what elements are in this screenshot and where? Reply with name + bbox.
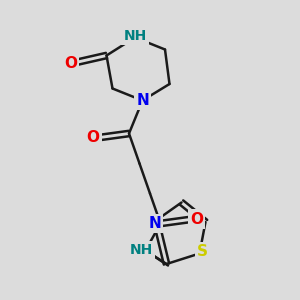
Text: O: O — [190, 212, 203, 226]
Text: NH: NH — [123, 29, 147, 43]
Text: NH: NH — [129, 244, 153, 257]
Text: N: N — [136, 93, 149, 108]
Text: S: S — [197, 244, 208, 260]
Text: N: N — [148, 216, 161, 231]
Text: O: O — [86, 130, 100, 146]
Text: O: O — [64, 56, 77, 70]
